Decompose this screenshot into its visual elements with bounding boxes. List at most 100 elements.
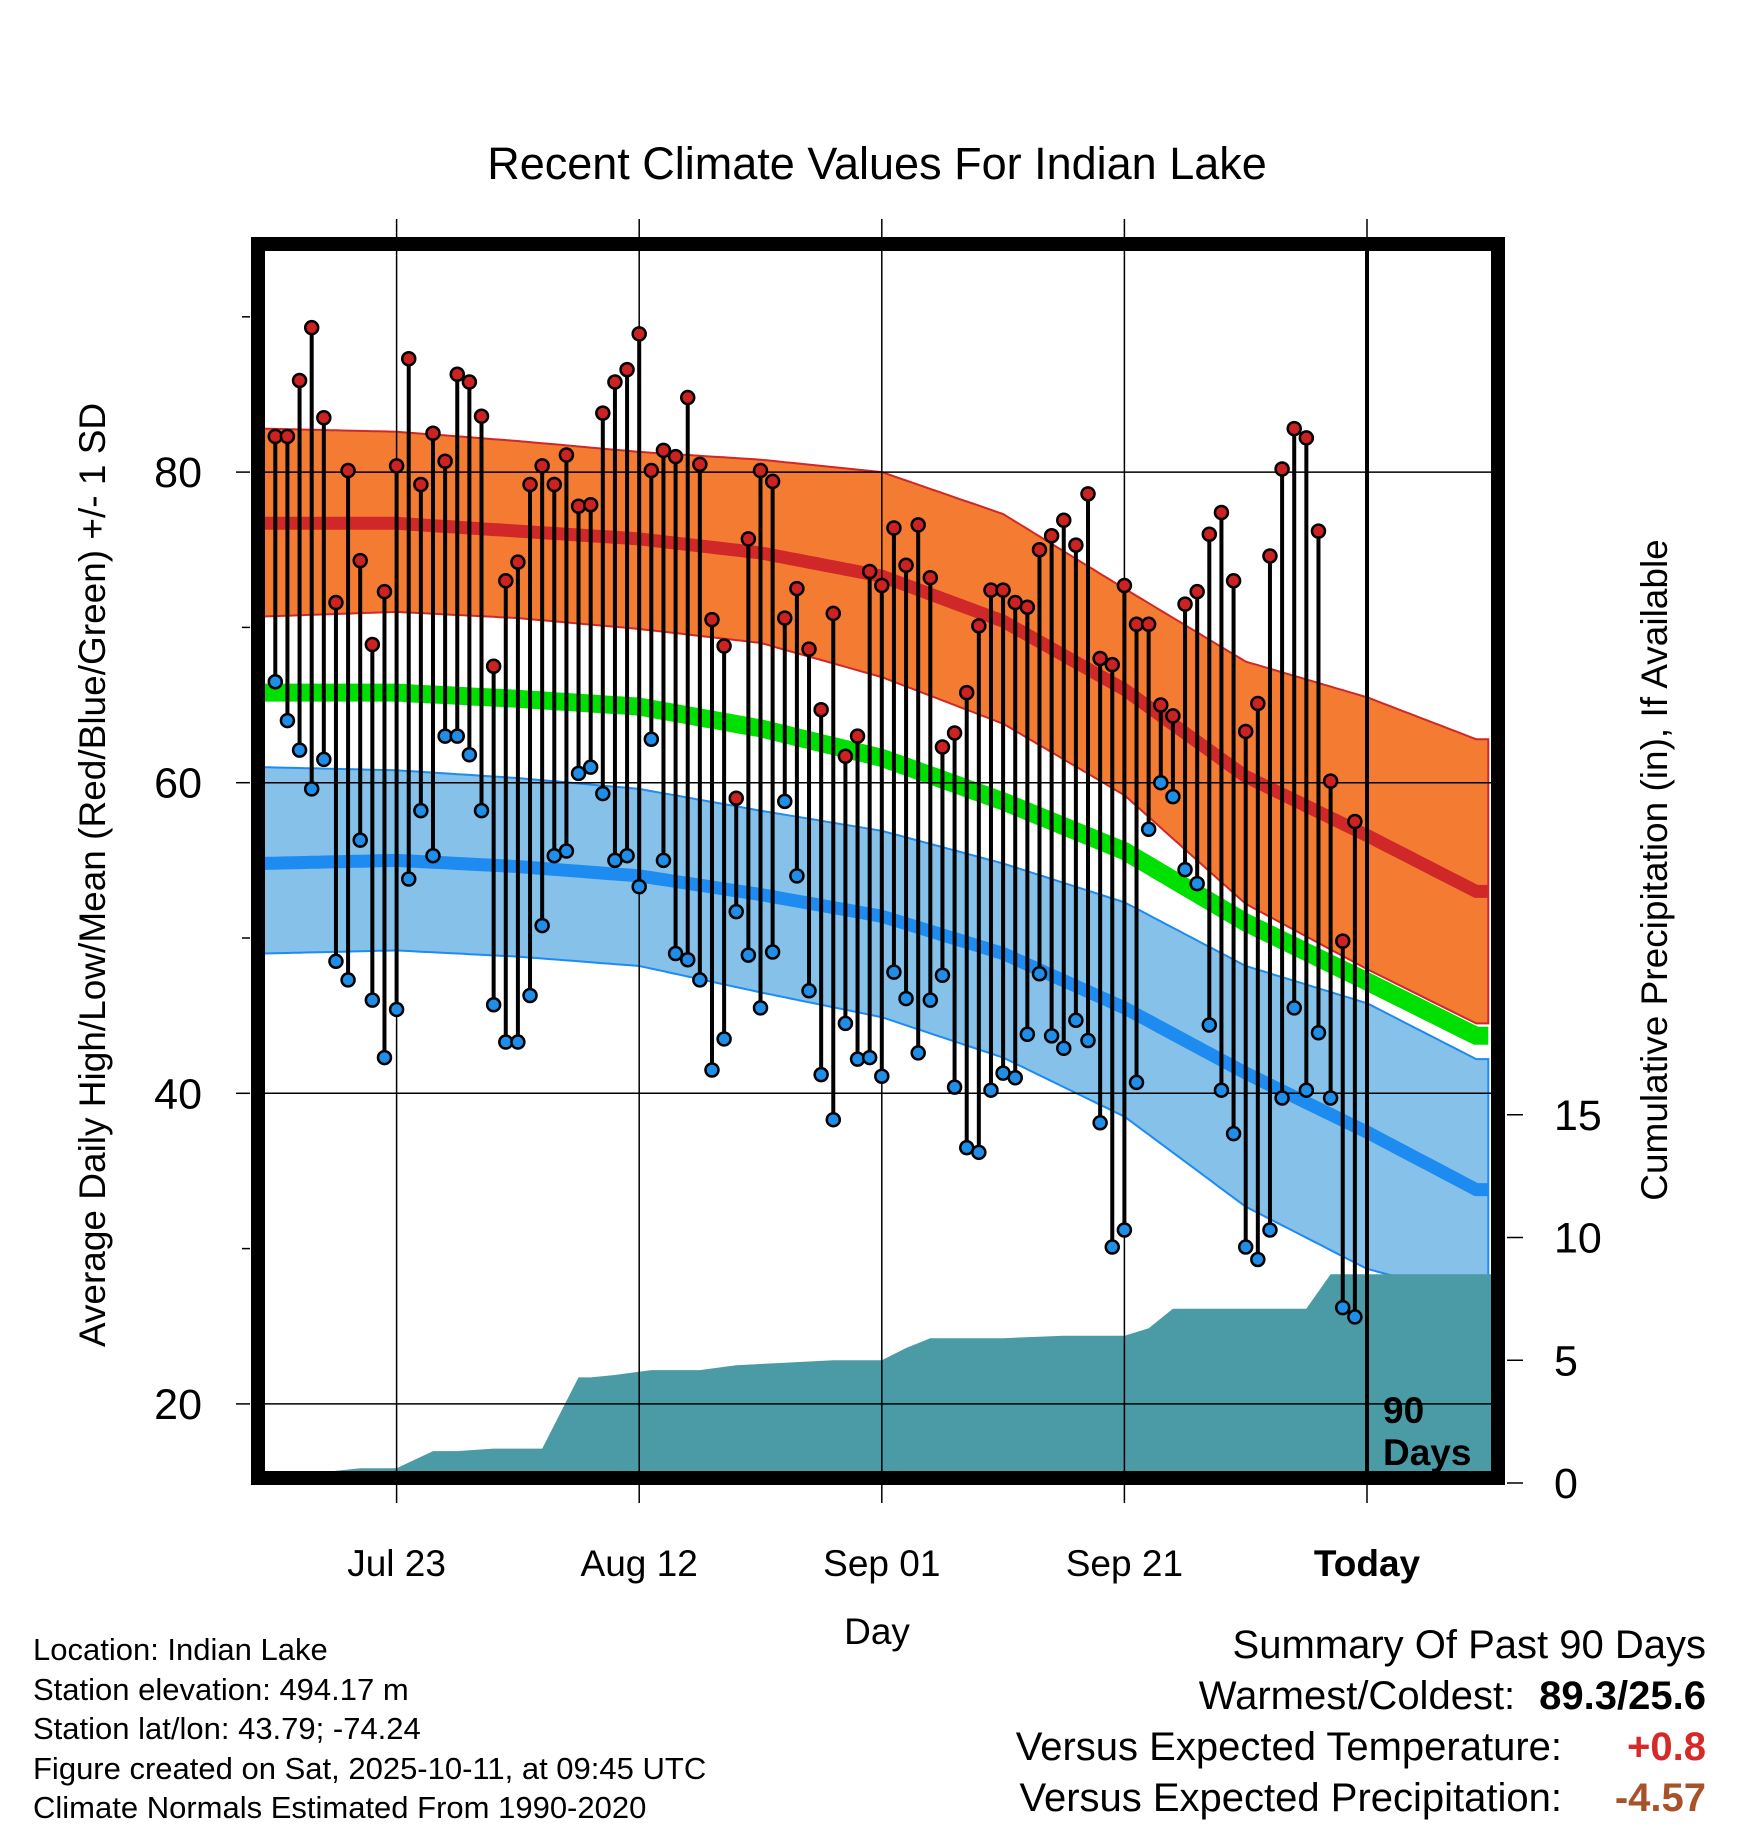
axis-ticks: Jul 23 Aug 12 Sep 01 Sep 21 Today 20 40 60 80 0 5 1… (154, 219, 1602, 1584)
daily-high-point (595, 405, 611, 421)
daily-low-point (886, 964, 902, 980)
daily-high-point (1286, 420, 1302, 437)
warmest-coldest-value: 89.3/25.6 (1539, 1674, 1706, 1718)
y2-tick-label: 5 (1554, 1337, 1578, 1385)
daily-high-point (825, 605, 842, 622)
daily-low-point (1128, 1074, 1145, 1091)
daily-low-point (1213, 1082, 1230, 1098)
daily-high-point (498, 573, 514, 589)
daily-high-point (946, 725, 963, 741)
meta-location: Location: Indian Lake (33, 1632, 328, 1667)
daily-high-point (1225, 573, 1242, 589)
daily-high-point (328, 594, 344, 611)
daily-high-point (279, 428, 296, 445)
station-metadata: Location: Indian Lake Station elevation:… (33, 1630, 706, 1828)
daily-low-point (692, 972, 708, 988)
daily-high-point (473, 408, 490, 424)
daily-low-point (340, 972, 356, 988)
daily-low-point (1322, 1090, 1339, 1106)
daily-high-point (692, 456, 708, 473)
daily-low-point (704, 1062, 720, 1078)
summary-panel: Summary Of Past 90 Days Warmest/Coldest:… (1016, 1620, 1706, 1824)
daily-low-point (400, 871, 417, 887)
daily-high-point (522, 476, 538, 493)
daily-high-point (582, 496, 599, 513)
x-tick-label: Aug 12 (581, 1543, 698, 1584)
warmest-coldest-label: Warmest/Coldest: (1198, 1674, 1516, 1718)
daily-low-point (1031, 965, 1048, 982)
daily-low-point (388, 1001, 405, 1018)
temp-value: +0.8 (1627, 1725, 1706, 1769)
left-axis-label: Average Daily High/Low/Mean (Red/Blue/Gr… (72, 403, 113, 1347)
x-tick-label: Sep 21 (1066, 1543, 1183, 1584)
daily-high-point (1177, 596, 1193, 612)
daily-low-point (1056, 1040, 1072, 1057)
daily-high-point (510, 554, 526, 570)
daily-high-point (874, 577, 890, 594)
daily-low-point (1165, 788, 1181, 805)
summary-temp: Versus Expected Temperature: +0.8 (1016, 1722, 1706, 1773)
x-tick-label: Sep 01 (823, 1543, 940, 1584)
daily-high-point (340, 462, 356, 479)
daily-low-point (485, 997, 502, 1013)
daily-high-point (1080, 486, 1096, 502)
daily-high-point (1056, 512, 1072, 528)
daily-low-point (801, 983, 817, 999)
summary-heading: Summary Of Past 90 Days (1232, 1623, 1706, 1667)
daily-high-point (619, 361, 635, 378)
daily-high-point (1201, 526, 1218, 542)
daily-low-point (364, 992, 381, 1008)
daily-high-point (934, 739, 951, 755)
daily-high-point (1347, 813, 1363, 830)
daily-high-point (886, 520, 902, 536)
daily-high-point (752, 462, 769, 479)
daily-low-point (898, 990, 914, 1007)
daily-high-point (449, 366, 465, 383)
daily-low-point (267, 674, 284, 690)
daily-low-point (1225, 1125, 1242, 1142)
daily-high-point (1165, 708, 1181, 724)
daily-low-point (461, 746, 478, 763)
plot-border (251, 237, 1505, 1485)
y2-tick-label: 10 (1554, 1215, 1602, 1263)
daily-low-point (376, 1049, 393, 1066)
daily-low-point (558, 843, 575, 859)
daily-high-point (958, 684, 975, 701)
daily-high-point (400, 350, 417, 367)
window-label-1: 90 (1383, 1390, 1424, 1431)
precip-area (275, 1274, 1493, 1473)
daily-low-point (595, 785, 611, 802)
x-tick-label: Jul 23 (347, 1543, 446, 1584)
meta-latlon: Station lat/lon: 43.79; -74.24 (33, 1711, 421, 1746)
daily-high-point (534, 458, 550, 474)
daily-high-point (1116, 577, 1133, 594)
daily-low-point (716, 1031, 732, 1047)
daily-high-point (558, 447, 575, 463)
daily-low-point (813, 1066, 829, 1083)
daily-high-point (376, 583, 393, 600)
daily-low-point (1274, 1090, 1290, 1106)
daily-high-point (679, 389, 696, 406)
window-label-2: Days (1383, 1432, 1471, 1473)
daily-high-point (291, 372, 308, 389)
daily-low-point (643, 731, 660, 747)
daily-high-point (1043, 528, 1060, 544)
precip-value: -4.57 (1614, 1776, 1706, 1820)
daily-high-point (1189, 583, 1205, 600)
daily-low-point (934, 967, 951, 984)
daily-low-point (837, 1015, 854, 1032)
daily-high-point (1298, 430, 1315, 446)
daily-high-point (352, 552, 368, 569)
daily-low-point (582, 759, 599, 775)
cumulative-precip-area (275, 1274, 1493, 1473)
daily-low-point (825, 1111, 842, 1128)
daily-low-point (413, 802, 429, 819)
daily-high-point (995, 582, 1011, 598)
plot-frame (251, 237, 1505, 1485)
daily-high-point (388, 458, 405, 474)
plot-area (263, 249, 1493, 1473)
observations (267, 319, 1363, 1325)
daily-high-point (704, 611, 720, 628)
daily-high-point (1237, 723, 1254, 740)
